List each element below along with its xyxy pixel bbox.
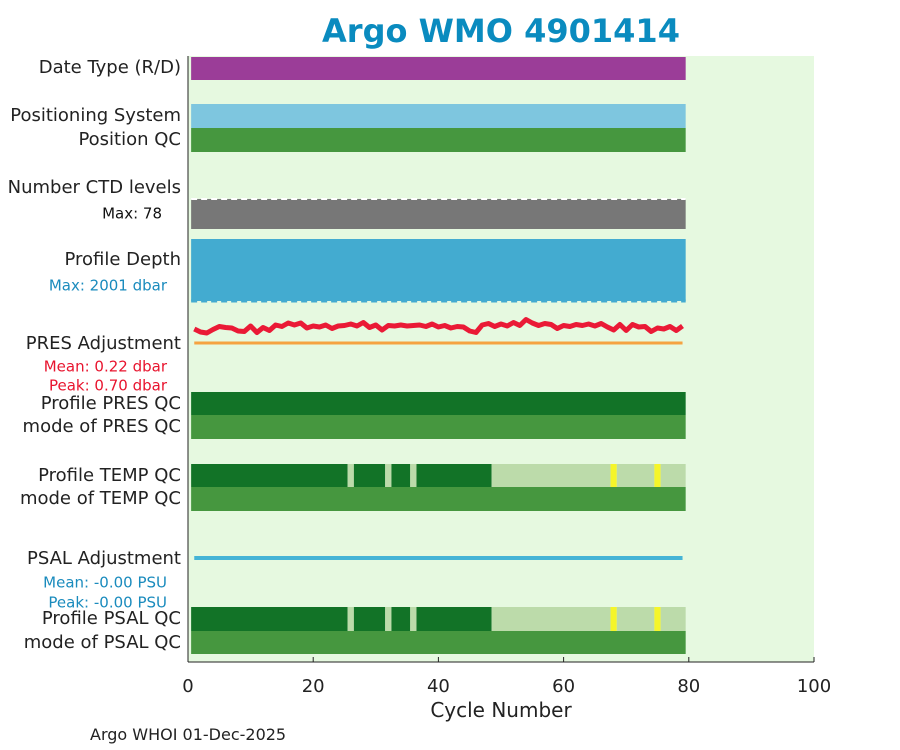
position-qc-bar (191, 128, 686, 152)
profile-psal-qc-segment (491, 607, 611, 631)
x-tick-label: 0 (182, 676, 193, 697)
profile-temp-qc-segment (660, 464, 686, 487)
profile-psal-qc-segment (654, 607, 661, 631)
label-psal-adjustment: PSAL Adjustment (27, 548, 181, 569)
mode-pres-qc-bar (191, 415, 686, 439)
profile-temp-qc-segment (347, 464, 354, 487)
profile-psal-qc-segment (660, 607, 686, 631)
label-profile-pres-qc: Profile PRES QC (41, 393, 181, 414)
positioning-system-bar (191, 104, 686, 128)
x-tick-label: 100 (797, 676, 831, 697)
label-mode-psal-qc: mode of PSAL QC (24, 632, 181, 653)
profile-psal-qc-segment (616, 607, 655, 631)
profile-temp-qc-segment (610, 464, 617, 487)
profile-temp-qc-segment (491, 464, 611, 487)
mode-psal-qc-bar (191, 631, 686, 654)
label-mode-pres-qc: mode of PRES QC (23, 416, 181, 437)
label-pres-peak: Peak: 0.70 dbar (49, 377, 168, 395)
label-ctd-levels: Number CTD levels (8, 177, 181, 198)
label-profile-depth: Profile Depth (64, 249, 181, 270)
pres-adjustment-line (193, 317, 684, 336)
label-profile-psal-qc: Profile PSAL QC (42, 608, 181, 629)
label-pres-mean: Mean: 0.22 dbar (44, 358, 168, 376)
profile-psal-qc-segment (385, 607, 392, 631)
label-depth-max: Max: 2001 dbar (49, 277, 168, 295)
profile-psal-qc-segment (610, 607, 617, 631)
label-mode-temp-qc: mode of TEMP QC (20, 488, 181, 509)
profile-temp-qc-segment (385, 464, 392, 487)
profile-temp-qc-segment (410, 464, 417, 487)
profile-temp-qc-segment (353, 464, 386, 487)
label-ctd-max: Max: 78 (102, 205, 162, 223)
x-tick-label: 40 (427, 676, 450, 697)
x-tick-label: 20 (302, 676, 325, 697)
x-tick-label: 60 (552, 676, 575, 697)
label-position-qc: Position QC (78, 129, 181, 150)
profile-depth-bar (191, 239, 686, 301)
x-axis-label: Cycle Number (430, 698, 572, 722)
label-date-type: Date Type (R/D) (39, 57, 181, 78)
chart-title: Argo WMO 4901414 (322, 12, 680, 50)
date-type-bar (191, 57, 686, 80)
profile-psal-qc-segment (353, 607, 386, 631)
profile-pres-qc-bar (191, 392, 686, 415)
label-psal-peak: Peak: -0.00 PSU (48, 594, 167, 612)
profile-temp-qc-segment (616, 464, 655, 487)
x-tick-label: 80 (677, 676, 700, 697)
label-profile-temp-qc: Profile TEMP QC (38, 465, 181, 486)
mode-temp-qc-bar (191, 487, 686, 511)
profile-temp-qc-segment (654, 464, 661, 487)
label-psal-mean: Mean: -0.00 PSU (43, 574, 167, 592)
profile-psal-qc-segment (191, 607, 348, 631)
label-pres-adjustment: PRES Adjustment (26, 333, 181, 354)
profile-temp-qc-segment (391, 464, 411, 487)
footer-text: Argo WHOI 01-Dec-2025 (90, 725, 287, 744)
label-positioning-system: Positioning System (10, 105, 181, 126)
profile-temp-qc-segment (191, 464, 348, 487)
profile-psal-qc-segment (347, 607, 354, 631)
profile-psal-qc-segment (416, 607, 492, 631)
profile-psal-qc-segment (391, 607, 411, 631)
profile-psal-qc-segment (410, 607, 417, 631)
ctd-levels-bar (191, 199, 686, 229)
plot-background (188, 56, 814, 662)
profile-temp-qc-segment (416, 464, 492, 487)
